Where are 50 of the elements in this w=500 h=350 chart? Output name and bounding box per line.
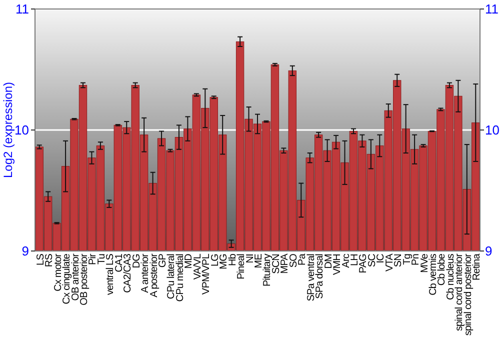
x-tick-label: RS	[44, 253, 56, 268]
x-tick-label: NI	[244, 254, 256, 264]
x-tick-label: A posterior	[148, 252, 160, 298]
x-tick-label: PAG	[358, 253, 370, 274]
x-tick-label: MVe	[419, 253, 430, 273]
x-tick-label: OB anterior	[70, 252, 82, 301]
x-tick-label: Tg	[402, 254, 413, 265]
x-tick-label: VA/VL	[192, 253, 204, 280]
x-tick-label: SN	[393, 254, 404, 268]
x-tick-label: Pir	[88, 252, 99, 266]
x-tick-label: SCN	[270, 254, 282, 274]
y-tick-label: 11	[16, 2, 29, 17]
x-tick-label: VMH	[332, 254, 344, 276]
x-tick-label: Cb lobe	[436, 253, 448, 286]
x-tick-label: LH	[349, 254, 360, 266]
y-tick-label: 9	[22, 244, 29, 259]
x-tick-label: spinal cord anterior	[454, 252, 466, 332]
x-tick-label: Arc	[340, 254, 352, 268]
x-tick-label: OB posterior	[78, 252, 90, 306]
x-tick-label: VPM/VPL	[201, 253, 212, 295]
x-tick-label: DM	[323, 254, 334, 269]
x-tick-label: SO	[288, 253, 300, 268]
x-tick-label: spinal cord posterior	[462, 252, 474, 336]
x-tick-label: Hb	[227, 253, 238, 266]
y2-tick-label: 11	[485, 2, 498, 17]
x-tick-label: VTA	[384, 253, 396, 272]
x-tick-label: Cb nucleus	[445, 254, 456, 300]
x-tick-label: CA2/CA3	[122, 253, 134, 293]
x-tick-label: ME	[254, 253, 264, 268]
x-tick-label: DG	[131, 253, 142, 268]
x-tick-label: LG	[210, 253, 221, 267]
x-tick-label: SC	[366, 254, 378, 268]
x-tick-label: MPA	[280, 253, 291, 274]
x-tick-label: IC	[376, 254, 387, 264]
x-tick-label: Pn	[410, 254, 422, 266]
y-axis-title: Log2 (expression)	[1, 82, 15, 178]
x-tick-label: A anterior	[140, 252, 152, 293]
x-tick-label: CA1	[114, 253, 125, 272]
x-tick-label: Pineal	[236, 254, 248, 280]
y2-tick-label: 9	[485, 244, 492, 259]
x-tick-label: LS	[35, 253, 46, 266]
y2-tick-label: 10	[485, 122, 500, 138]
x-tick-label: SPa dorsal	[314, 254, 326, 299]
x-tick-label: ventral LS	[105, 253, 116, 296]
x-tick-label: Retina	[472, 253, 483, 281]
x-tick-label: Tu	[96, 254, 108, 264]
x-tick-label: CPu medial	[174, 254, 186, 302]
x-tick-label: Cx cingulate	[62, 253, 73, 304]
y-tick-label: 10	[14, 122, 29, 138]
x-tick-label: Pituitary	[262, 254, 274, 287]
